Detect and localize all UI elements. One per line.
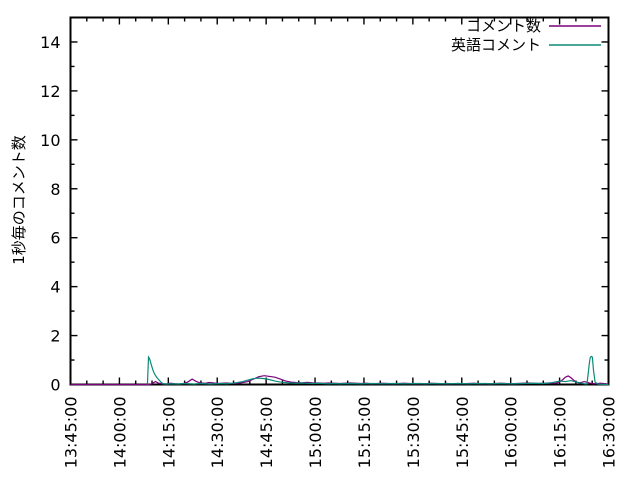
x-tick-label: 13:45:00 bbox=[62, 397, 81, 469]
series-line-2 bbox=[146, 355, 609, 386]
y-tick-label: 0 bbox=[50, 376, 60, 395]
x-tick-label: 14:15:00 bbox=[159, 397, 178, 469]
x-tick-label: 15:45:00 bbox=[453, 397, 472, 469]
legend-label-1: コメント数 bbox=[466, 17, 541, 35]
y-tick-label: 10 bbox=[40, 131, 60, 150]
x-tick-label: 15:30:00 bbox=[404, 397, 423, 469]
x-axis-ticks: 13:45:00 14:00:00 14:15:00 14:30:00 14:45:00… bbox=[62, 17, 619, 469]
y-tick-label: 8 bbox=[50, 180, 60, 199]
x-tick-label: 16:30:00 bbox=[600, 397, 619, 469]
x-tick-label: 15:00:00 bbox=[306, 397, 325, 469]
y-axis-title-text: 1秒毎のコメント数 bbox=[10, 135, 28, 265]
y-tick-label: 14 bbox=[40, 33, 60, 52]
x-tick-label: 16:15:00 bbox=[551, 397, 570, 469]
data-series-group bbox=[70, 355, 609, 386]
y-axis-ticks: 0 2 4 6 8 10 12 14 bbox=[40, 16, 609, 395]
y-tick-label: 12 bbox=[40, 82, 60, 101]
x-tick-label: 14:45:00 bbox=[257, 397, 276, 469]
x-tick-label: 15:15:00 bbox=[355, 397, 374, 469]
legend-label-2: 英語コメント bbox=[451, 36, 541, 54]
y-tick-label: 6 bbox=[50, 229, 60, 248]
y-tick-label: 2 bbox=[50, 327, 60, 346]
y-tick-label: 4 bbox=[50, 278, 60, 297]
y-axis-title: 1秒毎のコメント数 bbox=[10, 135, 28, 265]
x-tick-label: 16:00:00 bbox=[502, 397, 521, 469]
x-tick-label: 14:30:00 bbox=[208, 397, 227, 469]
x-tick-label: 14:00:00 bbox=[110, 397, 129, 469]
